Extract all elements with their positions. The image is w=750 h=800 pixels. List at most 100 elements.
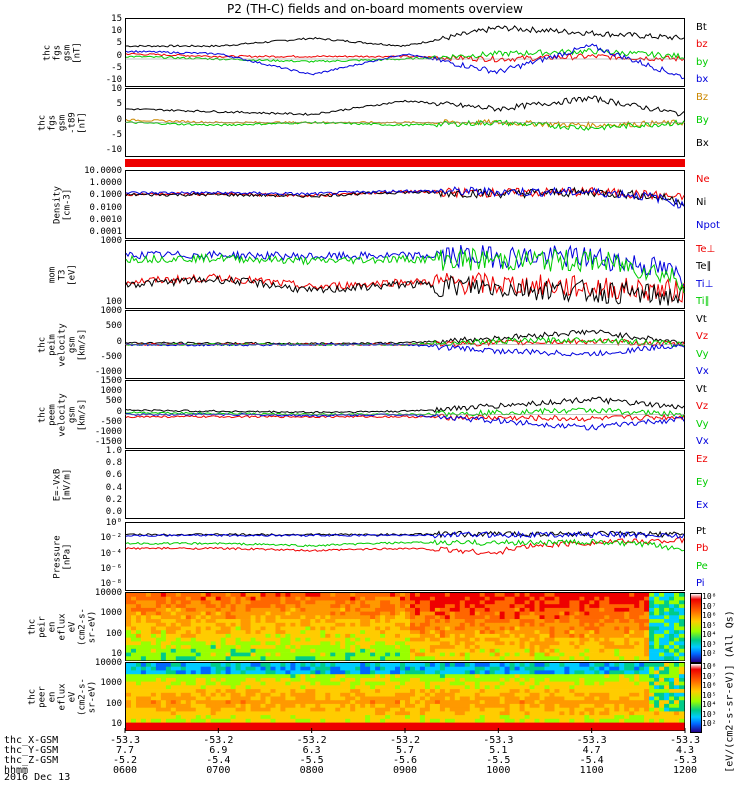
spectrogram-cell [285,615,291,620]
spectrogram-cell [579,711,585,716]
spectrogram-cell [589,652,595,657]
spectrogram-cell [145,600,152,605]
spectrogram-cell [195,615,202,620]
spectrogram-cell [489,703,496,708]
spectrogram-cell [131,611,137,616]
spectrogram-cell [126,670,132,675]
spectrogram-cell [509,633,515,638]
panel-2 [125,170,685,239]
spectrogram-cell [629,700,635,705]
spectrogram-cell [499,600,506,605]
spectrogram-cell [544,703,550,708]
spectrogram-cell [265,615,271,620]
spectrogram-cell [180,600,187,605]
spectrogram-cell [310,641,316,646]
spectrogram-cell [569,696,575,701]
spectrogram-cell [255,633,261,638]
spectrogram-cell [126,596,132,601]
spectrogram-cell [200,622,207,627]
spectrogram-cell [255,611,261,616]
spectrogram-cell [549,711,555,716]
spectrogram-cell [669,648,675,653]
spectrogram-cell [644,707,650,712]
spectrogram-cell [225,703,231,708]
spectrogram-cell [594,718,600,723]
spectrogram-cell [574,641,580,646]
spectrogram-cell [529,607,535,612]
spectrogram-cell [679,703,685,708]
spectrogram-cell [559,641,565,646]
spectrogram-cell [659,703,665,708]
spectrogram-cell [355,689,361,694]
spectrogram-cell [335,666,341,671]
spectrogram-cell [205,692,212,697]
spectrogram-cell [195,637,202,642]
legend-bt: Bt [696,22,707,33]
spectrogram-cell [240,600,246,605]
spectrogram-cell [310,718,316,723]
spectrogram-cell [569,604,575,609]
spectrogram-cell [479,593,486,598]
spectrogram-cell [305,670,311,675]
spectrogram-cell [350,681,356,686]
spectrogram-cell [484,622,491,627]
spectrogram-cell [260,707,266,712]
spectrogram-cell [579,637,585,642]
spectrogram-cell [320,607,326,612]
spectrogram-cell [315,633,321,638]
spectrogram-cell [549,722,555,727]
spectrogram-cell [634,633,640,638]
spectrogram-cell [639,593,645,598]
spectrogram-cell [405,593,411,598]
spectrogram-cell [410,692,416,697]
spectrogram-cell [160,619,167,624]
spectrogram-cell [579,696,585,701]
spectrogram-cell [385,689,391,694]
spectrogram-cell [604,637,610,642]
spectrogram-cell [519,689,525,694]
spectrogram-cell [569,677,575,682]
spectrogram-cell [484,619,491,624]
spectrogram-cell [424,600,431,605]
spectrogram-cell [205,674,212,679]
spectrogram-cell [454,633,461,638]
spectrogram-cell [639,626,645,631]
spectrogram-cell [195,641,202,646]
spectrogram-cell [280,722,286,727]
spectrogram-cell [429,604,436,609]
spectrogram-cell [195,611,202,616]
spectrogram-cell [634,722,640,727]
spectrogram-cell [340,689,346,694]
spectrogram-cell [479,700,486,705]
spectrogram-cell [504,711,510,716]
spectrogram-cell [524,674,530,679]
spectrogram-cell [180,681,187,686]
spectrogram-cell [315,600,321,605]
spectrogram-cell [624,722,630,727]
spectrogram-cell [390,689,396,694]
spectrogram-cell [599,726,605,731]
spectrogram-cell [584,641,590,646]
spectrogram-cell [205,622,212,627]
spectrogram-cell [624,666,630,671]
x-tick-label: 0700 [206,765,231,776]
spectrogram-cell [429,670,436,675]
spectrogram-cell [225,630,231,635]
spectrogram-cell [345,689,351,694]
spectrogram-cell [579,692,585,697]
spectrogram-cell [524,666,530,671]
spectrogram-cell [609,677,615,682]
spectrogram-cell [330,600,336,605]
spectrogram-cell [155,607,162,612]
spectrogram-cell [644,666,650,671]
spectrogram-cell [395,692,401,697]
spectrogram-cell [664,652,670,657]
spectrogram-cell [429,700,436,705]
spectrogram-cell [245,700,251,705]
spectrogram-cell [459,615,466,620]
spectrogram-cell [504,596,510,601]
spectrogram-cell [165,607,172,612]
spectrogram-cell [449,726,456,731]
spectrogram-cell [679,707,685,712]
spectrogram-cell [554,652,560,657]
